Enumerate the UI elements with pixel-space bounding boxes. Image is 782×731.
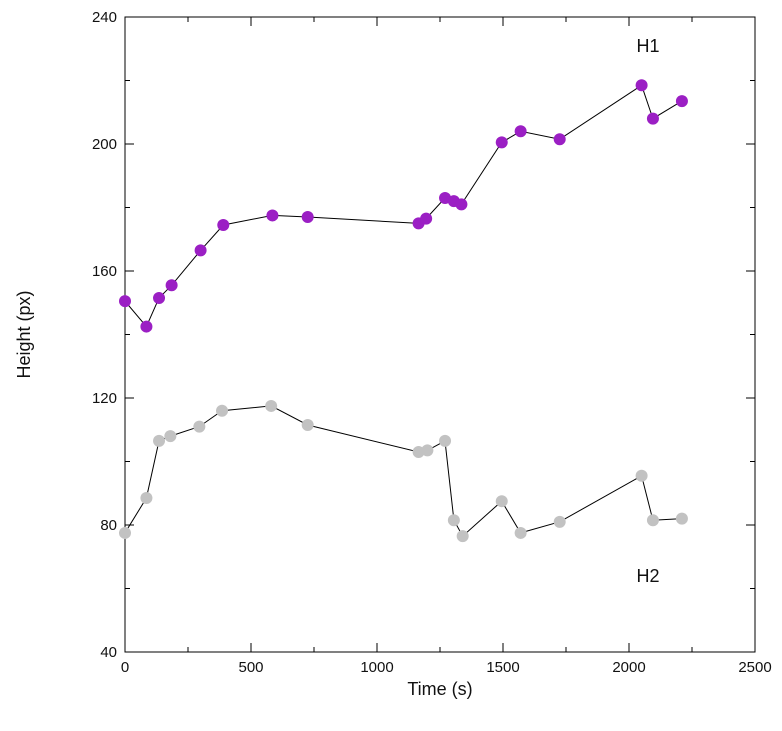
data-point-h1 bbox=[140, 320, 153, 333]
y-tick-label: 240 bbox=[92, 9, 117, 26]
series-line-h2 bbox=[124, 405, 682, 537]
data-point-h1 bbox=[553, 133, 566, 146]
data-point-h1 bbox=[194, 244, 207, 257]
tick-labels: 0 500 1000 1500 2000 2500 40 80 120 160 200 240 bbox=[92, 9, 772, 676]
series-points bbox=[119, 79, 688, 543]
data-point-h2 bbox=[164, 430, 177, 443]
x-tick-label: 500 bbox=[238, 659, 263, 676]
series-label-h1: H1 bbox=[637, 36, 660, 56]
series-annotations: H1 H2 bbox=[637, 36, 660, 586]
data-point-h1 bbox=[420, 212, 433, 225]
data-point-h2 bbox=[514, 526, 527, 539]
data-point-h2 bbox=[553, 515, 566, 528]
data-point-h1 bbox=[495, 136, 508, 149]
y-tick-label: 80 bbox=[100, 517, 117, 534]
data-point-h1 bbox=[119, 295, 131, 308]
data-point-h1 bbox=[646, 112, 659, 125]
y-tick-label: 160 bbox=[92, 263, 117, 280]
data-point-h2 bbox=[216, 404, 229, 417]
data-point-h2 bbox=[153, 434, 166, 447]
data-point-h2 bbox=[456, 530, 469, 543]
x-axis-title: Time (s) bbox=[407, 679, 472, 699]
data-point-h1 bbox=[217, 218, 230, 231]
data-point-h2 bbox=[447, 514, 460, 527]
data-point-h1 bbox=[165, 279, 178, 292]
data-point-h2 bbox=[140, 492, 153, 505]
data-point-h1 bbox=[301, 211, 314, 224]
data-point-h1 bbox=[635, 79, 648, 92]
series-line-h1 bbox=[124, 84, 683, 328]
data-point-h2 bbox=[635, 469, 648, 482]
data-point-h1 bbox=[266, 209, 279, 222]
data-point-h2 bbox=[495, 495, 508, 508]
plot-frame bbox=[124, 16, 756, 653]
data-point-h2 bbox=[421, 444, 434, 457]
y-tick-label: 200 bbox=[92, 136, 117, 153]
data-point-h2 bbox=[119, 526, 131, 539]
data-point-h2 bbox=[265, 399, 278, 412]
x-tick-label: 2500 bbox=[738, 659, 771, 676]
x-tick-label: 1500 bbox=[486, 659, 519, 676]
series-label-h2: H2 bbox=[637, 566, 660, 586]
data-point-h1 bbox=[514, 125, 527, 138]
x-tick-label: 2000 bbox=[612, 659, 645, 676]
data-point-h1 bbox=[675, 95, 688, 108]
data-point-h2 bbox=[675, 512, 688, 525]
data-point-h2 bbox=[646, 514, 659, 527]
data-point-h2 bbox=[301, 418, 314, 431]
data-point-h2 bbox=[193, 420, 206, 433]
x-tick-label: 1000 bbox=[360, 659, 393, 676]
x-tick-label: 0 bbox=[121, 659, 129, 676]
y-tick-label: 40 bbox=[100, 644, 117, 661]
data-point-h2 bbox=[439, 434, 452, 447]
axis-ticks bbox=[124, 16, 756, 653]
data-point-h1 bbox=[455, 198, 468, 211]
series-lines bbox=[124, 84, 683, 537]
y-tick-label: 120 bbox=[92, 390, 117, 407]
y-axis-title: Height (px) bbox=[14, 290, 34, 378]
data-point-h1 bbox=[153, 291, 166, 304]
